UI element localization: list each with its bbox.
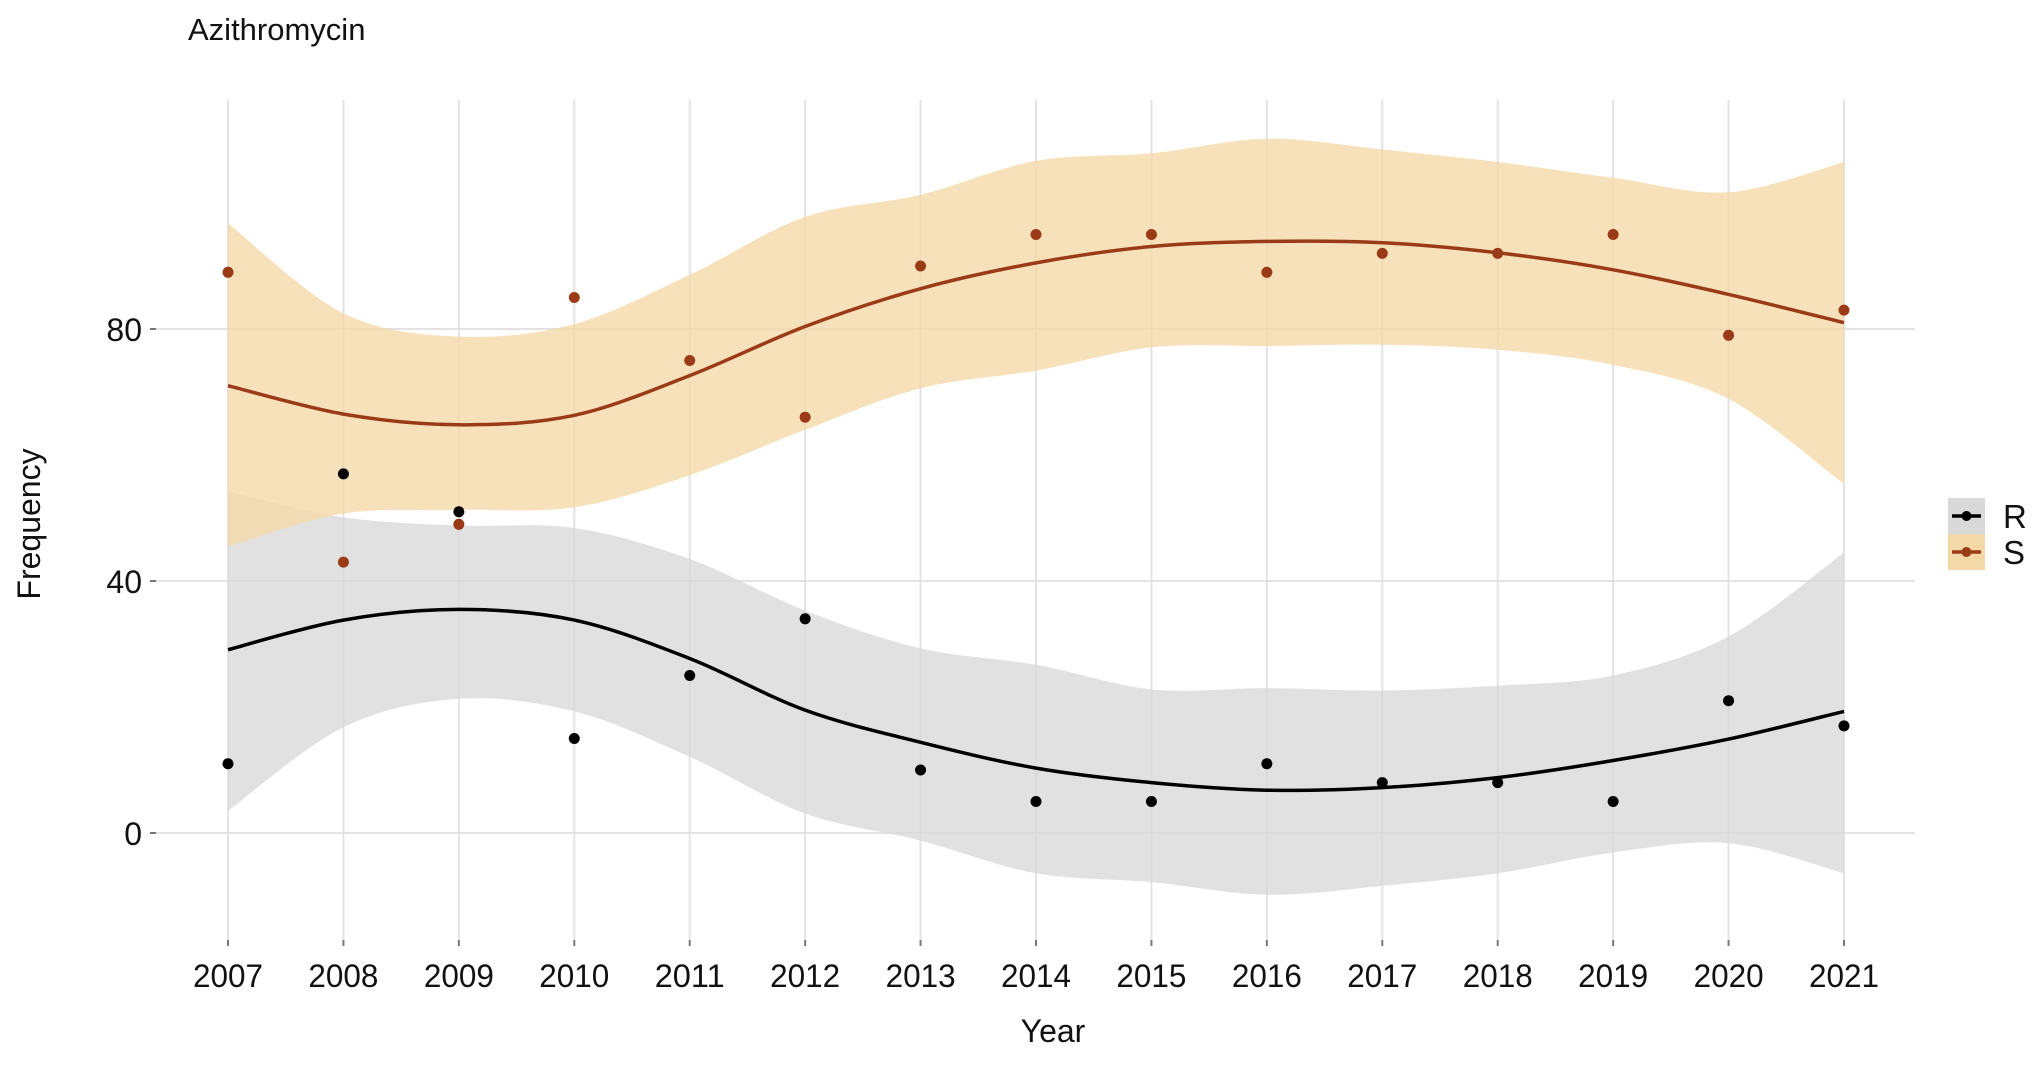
data-point-r	[1030, 796, 1042, 807]
data-points	[222, 229, 1850, 807]
y-axis-ticks: 0 40 80	[106, 312, 156, 852]
legend-label-r: R	[2003, 498, 2027, 535]
data-point-s	[915, 260, 927, 272]
legend-key-r	[1948, 498, 1985, 534]
data-point-r	[684, 670, 696, 681]
x-axis-title: Year	[1021, 1013, 1086, 1049]
x-tick-label: 2008	[308, 958, 378, 994]
data-point-r	[1376, 777, 1388, 789]
data-point-r	[222, 758, 234, 770]
legend-label-s: S	[2003, 534, 2025, 571]
y-tick-label: 80	[106, 312, 142, 348]
smooth-line-s	[227, 239, 1845, 427]
data-point-r	[799, 613, 811, 625]
data-point-s	[684, 355, 696, 366]
legend: RS	[1948, 498, 2027, 571]
data-point-r	[1723, 695, 1735, 707]
data-point-s	[1261, 266, 1273, 278]
data-point-s	[799, 411, 811, 423]
data-point-s	[1723, 329, 1735, 341]
chart-title: Azithromycin	[188, 12, 365, 47]
data-point-s	[222, 266, 234, 278]
y-tick-label: 0	[124, 816, 142, 852]
x-tick-label: 2010	[539, 958, 609, 994]
data-point-r	[1261, 758, 1273, 770]
x-tick-label: 2011	[655, 958, 725, 994]
data-point-s	[1607, 229, 1619, 240]
smooth-lines	[227, 239, 1845, 793]
x-tick-label: 2019	[1578, 958, 1648, 994]
data-point-s	[1492, 247, 1504, 259]
data-point-s	[1145, 229, 1157, 240]
legend-point	[1961, 511, 1972, 521]
x-tick-label: 2012	[770, 958, 840, 994]
data-point-s	[1030, 229, 1042, 240]
data-point-r	[1838, 720, 1850, 732]
legend-key-s	[1948, 534, 1985, 570]
x-tick-label: 2007	[193, 958, 263, 994]
x-tick-label: 2020	[1694, 958, 1764, 994]
y-axis-title: Frequency	[11, 448, 47, 599]
data-point-s	[1376, 247, 1388, 259]
confidence-band-s	[228, 138, 1844, 547]
data-point-r	[568, 733, 580, 744]
x-tick-label: 2009	[424, 958, 494, 994]
data-point-r	[1145, 796, 1157, 807]
data-point-s	[453, 518, 465, 530]
legend-point	[1961, 547, 1972, 557]
confidence-band-r	[228, 491, 1844, 895]
x-tick-label: 2021	[1809, 958, 1879, 994]
x-axis-ticks: 2007 2008 2009 2010 2011 2012 2013 2014 2015 2016…	[193, 940, 1879, 994]
data-point-r	[1492, 777, 1504, 789]
data-point-r	[453, 506, 465, 518]
smooth-line-r	[227, 607, 1845, 793]
confidence-bands	[228, 138, 1844, 895]
data-point-r	[915, 764, 927, 776]
data-point-s	[337, 556, 349, 568]
x-tick-label: 2018	[1463, 958, 1533, 994]
data-point-s	[1838, 304, 1850, 316]
x-tick-label: 2013	[886, 958, 956, 994]
x-tick-label: 2016	[1232, 958, 1302, 994]
y-tick-label: 40	[106, 564, 142, 600]
x-tick-label: 2014	[1001, 958, 1071, 994]
data-point-s	[568, 292, 580, 303]
data-point-r	[1607, 796, 1619, 807]
data-point-r	[337, 468, 349, 480]
x-tick-label: 2017	[1347, 958, 1417, 994]
x-tick-label: 2015	[1116, 958, 1186, 994]
